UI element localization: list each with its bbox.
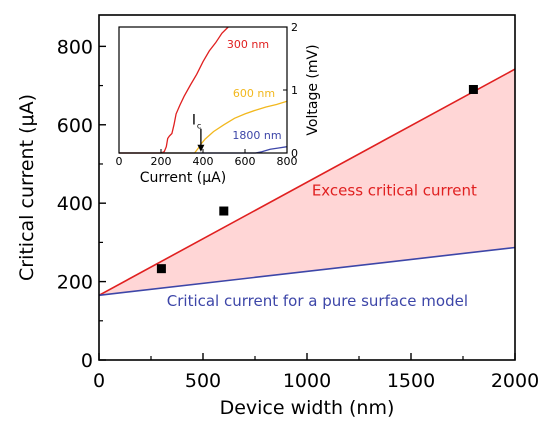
inset-x-axis-label: Current (μA) <box>140 170 226 186</box>
y-tick-label: 0 <box>81 350 93 372</box>
inset-x-tick-label: 400 <box>193 155 214 168</box>
inset-x-tick-label: 600 <box>235 155 256 168</box>
x-tick-label: 1500 <box>387 370 435 392</box>
x-tick-label: 1000 <box>283 370 331 392</box>
inset-x-tick-label: 0 <box>116 155 123 168</box>
curve-300nm <box>119 26 229 154</box>
data-point <box>156 264 166 274</box>
x-tick-label: 500 <box>185 370 221 392</box>
y-tick-label: 400 <box>57 193 93 215</box>
label-300nm: 300 nm <box>227 38 269 51</box>
y-tick-label: 600 <box>57 115 93 137</box>
inset-background <box>119 27 287 153</box>
data-point <box>468 84 478 94</box>
excess-fit-line <box>98 68 516 297</box>
inset-x-tick-label: 200 <box>151 155 172 168</box>
label-1800nm: 1800 nm <box>232 129 281 142</box>
ic-label-subscript: c <box>197 122 201 131</box>
data-point <box>219 206 229 216</box>
excess-critical-current-label: Excess critical current <box>312 181 477 199</box>
y-tick-label: 800 <box>57 36 93 58</box>
inset-x-tick-label: 800 <box>277 155 298 168</box>
x-axis-label: Device width (nm) <box>220 397 395 419</box>
x-tick-label: 2000 <box>491 370 539 392</box>
x-tick-label: 0 <box>93 370 105 392</box>
y-tick-label: 200 <box>57 272 93 294</box>
label-600nm: 600 nm <box>233 87 275 100</box>
ic-arrow-head <box>197 144 205 152</box>
inset-y-tick-label: 0 <box>291 147 298 160</box>
inset-y-tick-label: 1 <box>291 84 298 97</box>
y-axis-label: Critical current (μA) <box>16 94 38 281</box>
surface-model-line <box>98 246 516 297</box>
ic-label: I <box>192 113 196 129</box>
curve-600nm <box>119 100 288 154</box>
inset-y-tick-label: 2 <box>291 21 298 34</box>
surface-model-label: Critical current for a pure surface mode… <box>167 292 468 310</box>
inset-y-axis-label: Voltage (mV) <box>305 44 321 135</box>
